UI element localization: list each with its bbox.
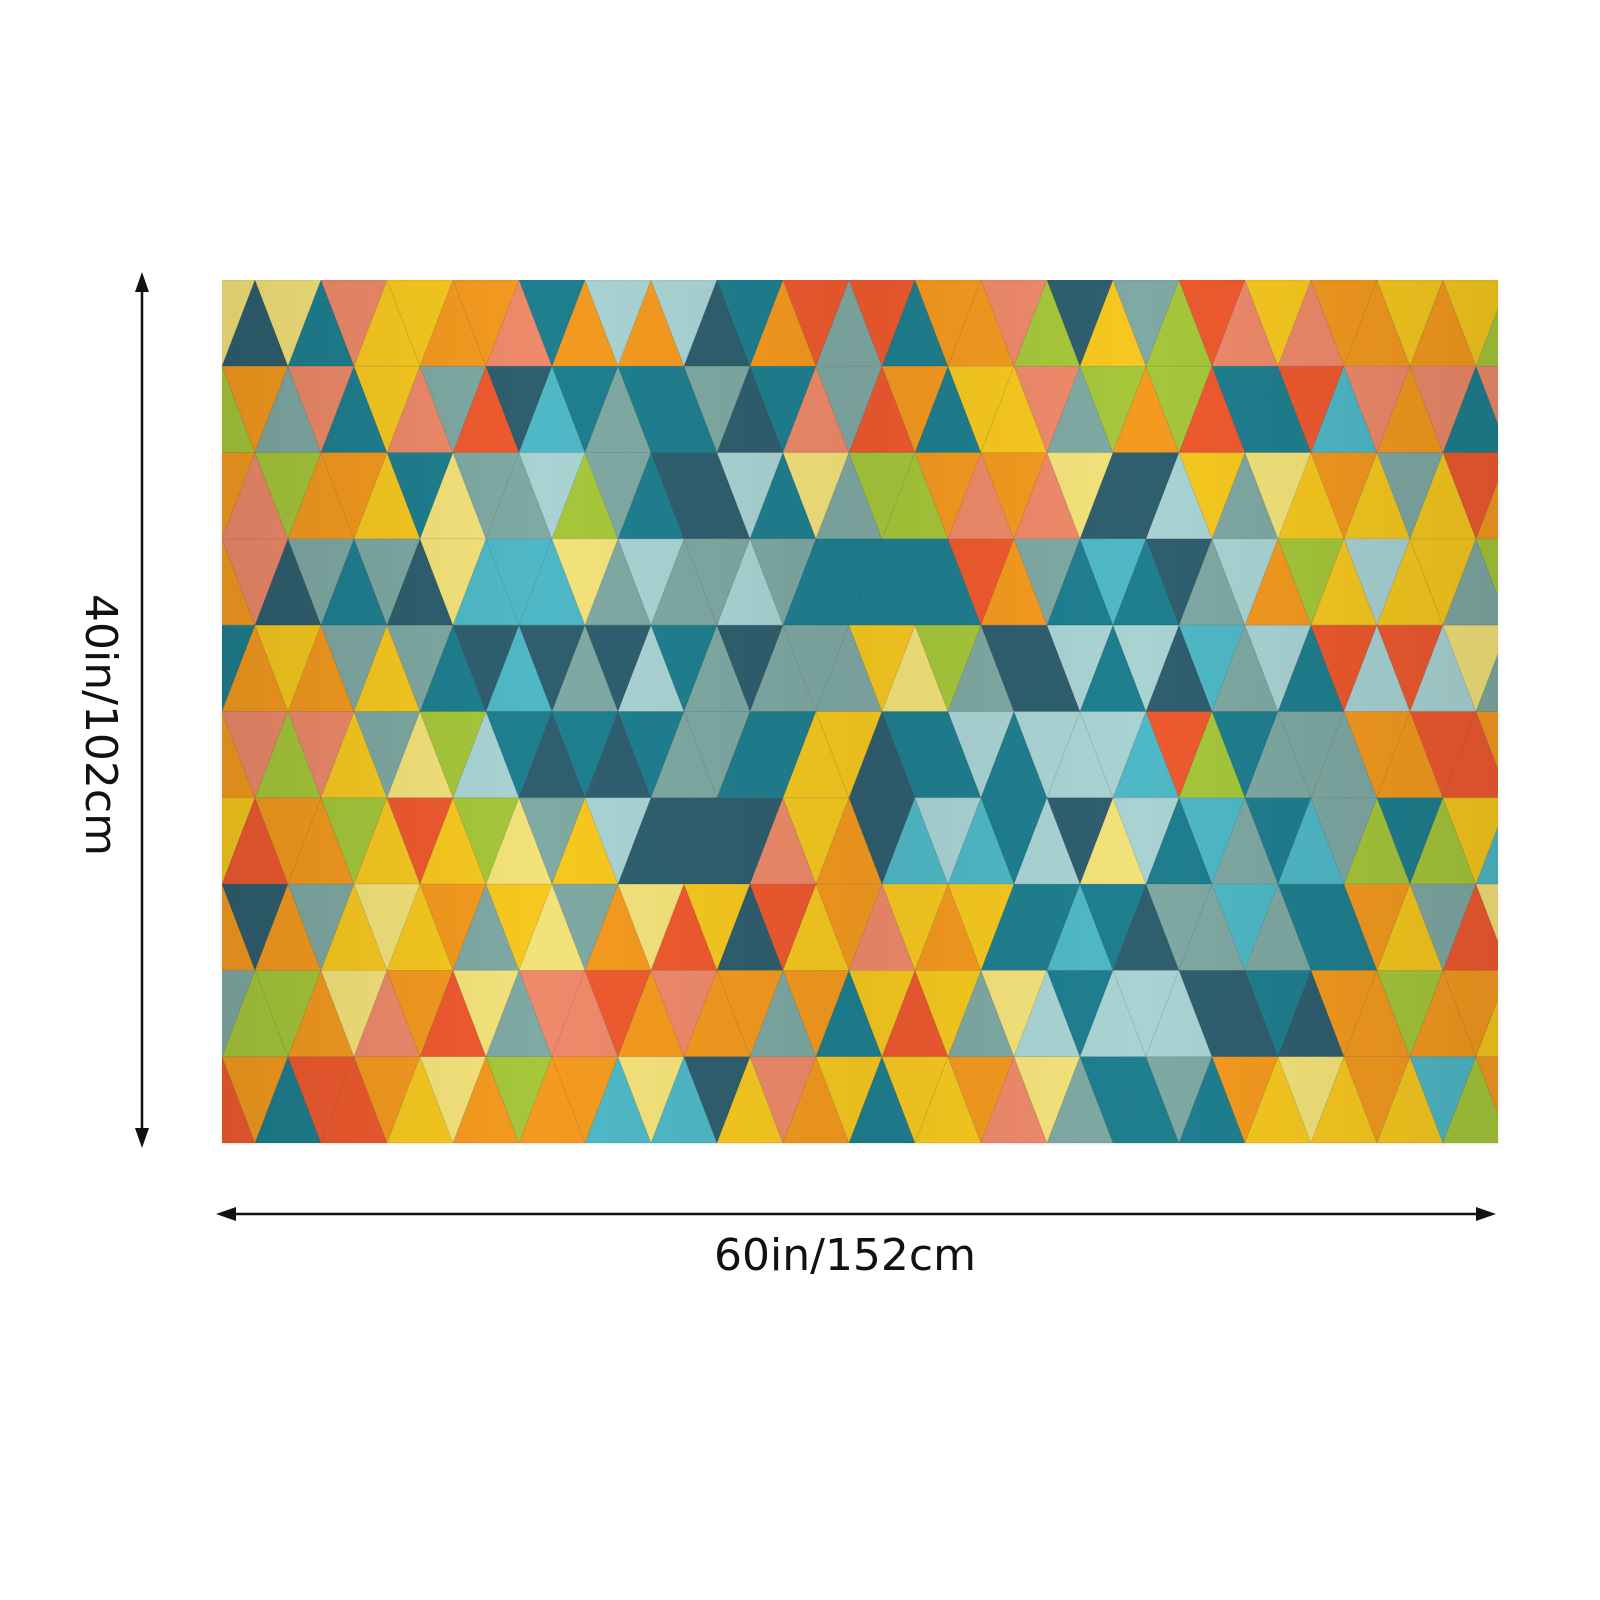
width-label: 60in/152cm [714,1230,976,1281]
height-dimension-arrow [135,272,149,1148]
fabric-shading [222,280,1498,1143]
height-label: 40in/102cm [75,594,126,856]
tapestry-pattern [222,280,1498,1143]
width-dimension-arrow [216,1207,1496,1221]
